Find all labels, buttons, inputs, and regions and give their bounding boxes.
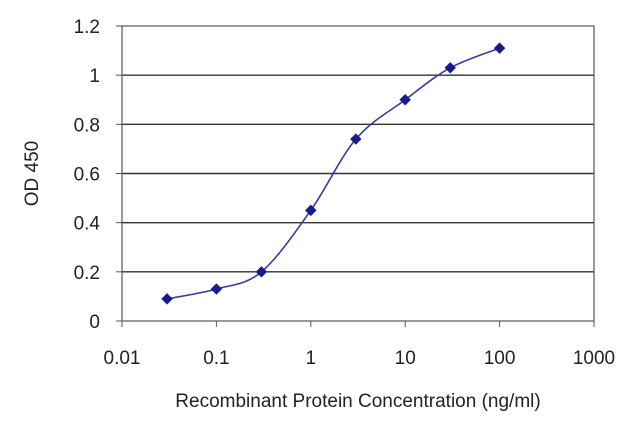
y-tick-label: 1 [89, 66, 100, 87]
y-tick-label: 0.2 [74, 263, 100, 284]
y-tick-label: 0.4 [74, 214, 101, 235]
x-tick-label: 100 [484, 348, 516, 369]
series [161, 42, 506, 305]
y-tick-label: 0.6 [74, 165, 100, 186]
x-tick-label: 1 [306, 348, 317, 369]
data-point [399, 94, 411, 106]
data-point [305, 204, 317, 217]
y-tick-label: 1.2 [74, 17, 100, 38]
x-tick-label: 0.01 [104, 348, 141, 369]
data-point [210, 283, 223, 295]
y-axis: 0 0.2 0.4 0.6 0.8 1 1.2 [74, 17, 122, 333]
data-point [444, 62, 456, 74]
gridlines [122, 74, 594, 273]
series-line [166, 47, 500, 300]
x-tick-label: 10 [395, 348, 416, 369]
data-point [350, 133, 362, 145]
data-point [161, 293, 173, 305]
x-tick-label: 0.1 [203, 348, 229, 369]
x-axis: 0.01 0.1 1 10 100 1000 [104, 321, 615, 369]
y-tick-label: 0.8 [74, 115, 100, 136]
y-tick-label: 0 [89, 312, 100, 333]
x-axis-label: Recombinant Protein Concentration (ng/ml… [175, 391, 540, 412]
x-tick-label: 1000 [573, 348, 615, 369]
data-point [255, 266, 268, 278]
data-point [493, 42, 506, 54]
y-axis-label: OD 450 [22, 141, 43, 206]
